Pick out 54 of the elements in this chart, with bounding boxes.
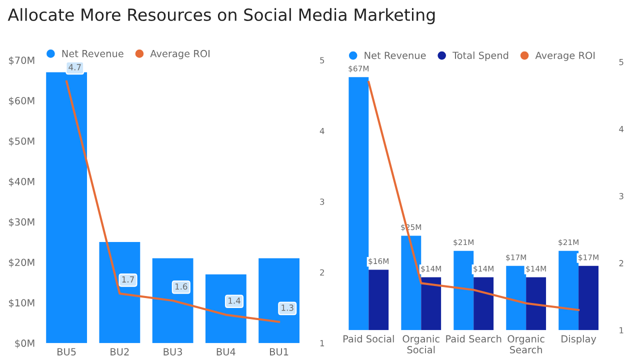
- bar: [46, 72, 88, 344]
- data-label: 1.3: [282, 304, 294, 311]
- bar: [348, 77, 369, 330]
- y-tick-label: $20M: [9, 258, 34, 268]
- x-tick-label: BU3: [164, 348, 182, 356]
- x-tick-label: BU1: [270, 348, 288, 356]
- y2-tick-label: 4: [320, 128, 324, 134]
- y-tick-label: $10M: [9, 298, 34, 308]
- bar: [421, 277, 442, 330]
- bar: [401, 236, 422, 330]
- y-tick-label: $0M: [15, 339, 34, 348]
- y2-tick-label: 5: [320, 57, 324, 64]
- bar: [152, 258, 194, 344]
- y2-tick-label: 3: [619, 193, 624, 200]
- x-tick-label: Paid Social: [344, 334, 394, 343]
- y2-tick-label: 2: [320, 269, 324, 276]
- x-tick-label: BU5: [58, 348, 76, 356]
- bar: [474, 277, 494, 330]
- x-tick-label: Organic Social: [402, 334, 440, 354]
- x-tick-label: Paid Search: [446, 334, 502, 343]
- data-label: 1.6: [175, 283, 188, 290]
- x-tick-label: BU2: [110, 348, 129, 356]
- x-tick-label: Organic Search: [508, 334, 544, 354]
- x-tick-label: Display: [562, 334, 596, 344]
- y2-tick-label: 4: [619, 126, 624, 132]
- y2-tick-label: 2: [619, 260, 624, 266]
- bar: [578, 266, 598, 330]
- legend-label: Average ROI: [150, 50, 210, 60]
- bar: [368, 270, 389, 330]
- chart-title: Allocate More Resources on Social Media Marketing: [8, 8, 435, 24]
- y2-tick-label: 1: [620, 327, 624, 334]
- x-tick-label: BU4: [216, 348, 236, 356]
- y-tick-label: $60M: [9, 96, 34, 106]
- y2-tick-label: 3: [320, 198, 324, 205]
- bar: [558, 250, 579, 330]
- bar: [506, 266, 526, 330]
- y-tick-label: $40M: [9, 178, 34, 187]
- legend-label: Net Revenue: [364, 52, 426, 60]
- y-tick-label: $50M: [9, 137, 34, 146]
- legend-label: Average ROI: [535, 52, 595, 61]
- bar: [258, 258, 300, 344]
- legend-label: Net Revenue: [62, 50, 124, 58]
- bar: [454, 250, 474, 330]
- data-label: 1.7: [122, 276, 134, 282]
- y2-tick-label: 1: [320, 340, 324, 346]
- y2-tick-label: 5: [619, 59, 624, 66]
- data-label: 1.4: [228, 298, 240, 304]
- data-label: 4.7: [68, 64, 81, 70]
- line-series: [66, 80, 280, 323]
- bar: [526, 277, 546, 330]
- y-tick-label: $70M: [9, 56, 34, 66]
- line-series: [368, 80, 580, 312]
- legend-label: Total Spend: [452, 52, 508, 61]
- y-tick-label: $30M: [9, 218, 34, 227]
